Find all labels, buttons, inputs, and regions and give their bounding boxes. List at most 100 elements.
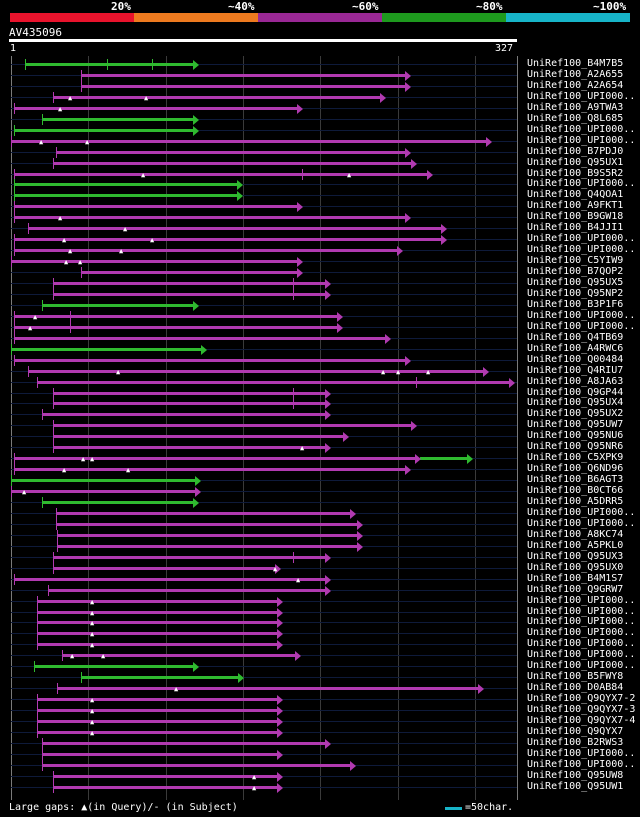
hit-row[interactable]: UniRef100_A2A655 <box>0 69 640 81</box>
hit-name-link[interactable]: UniRef100_Q95UW1 <box>527 781 624 792</box>
hit-row[interactable]: UniRef100_B4M7B5 <box>0 58 640 70</box>
hit-name-link[interactable]: UniRef100_Q95UX0 <box>527 562 624 573</box>
hit-name-link[interactable]: UniRef100_B7QOP2 <box>527 266 624 277</box>
hit-name-link[interactable]: UniRef100_B2RWS3 <box>527 737 624 748</box>
hit-name-link[interactable]: UniRef100_Q4QOA1 <box>527 189 624 200</box>
hit-alignment-bar[interactable] <box>11 348 202 351</box>
hit-name-link[interactable]: UniRef100_Q95UX3 <box>527 551 624 562</box>
hit-alignment-bar[interactable] <box>37 381 510 384</box>
hit-row[interactable]: ▲ ▲ UniRef100_UPI000.. <box>0 91 640 103</box>
hit-name-link[interactable]: UniRef100_Q9QYX7-4 <box>527 715 636 726</box>
hit-name-link[interactable]: UniRef100_C5XPK9 <box>527 452 624 463</box>
hit-alignment-bar[interactable] <box>14 107 298 110</box>
hit-alignment-bar[interactable] <box>53 402 326 405</box>
hit-alignment-bar[interactable] <box>37 731 278 734</box>
hit-name-link[interactable]: UniRef100_B4M1S7 <box>527 573 624 584</box>
hit-name-link[interactable]: UniRef100_UPI000.. <box>527 135 636 146</box>
hit-row[interactable]: ▲ ▲ UniRef100_C5YIW9 <box>0 255 640 267</box>
hit-row[interactable]: UniRef100_A2A654 <box>0 80 640 92</box>
hit-alignment-bar[interactable] <box>25 63 194 66</box>
hit-row[interactable]: UniRef100_B7PDJ0 <box>0 146 640 158</box>
hit-row[interactable]: UniRef100_A8JA63 <box>0 376 640 388</box>
hit-alignment-bar[interactable] <box>81 271 298 274</box>
hit-name-link[interactable]: UniRef100_A5DRR5 <box>527 496 624 507</box>
hit-row[interactable]: ▲ UniRef100_B0CT66 <box>0 485 640 497</box>
hit-alignment-bar[interactable] <box>37 643 278 646</box>
hit-row[interactable]: UniRef100_Q4TB69 <box>0 332 640 344</box>
hit-name-link[interactable]: UniRef100_Q4TB69 <box>527 332 624 343</box>
hit-row[interactable]: ▲ UniRef100_B4M1S7 <box>0 573 640 585</box>
hit-name-link[interactable]: UniRef100_Q95NP2 <box>527 288 624 299</box>
hit-alignment-bar[interactable] <box>53 96 381 99</box>
hit-row[interactable]: UniRef100_Q95UW7 <box>0 419 640 431</box>
hit-name-link[interactable]: UniRef100_B6AGT3 <box>527 474 624 485</box>
hit-row[interactable]: UniRef100_A4RWC6 <box>0 343 640 355</box>
hit-row[interactable]: ▲ UniRef100_Q95UX0 <box>0 562 640 574</box>
hit-alignment-bar[interactable] <box>14 183 238 186</box>
hit-alignment-bar[interactable] <box>53 775 278 778</box>
hit-name-link[interactable]: UniRef100_B3P1F6 <box>527 299 624 310</box>
hit-row[interactable]: UniRef100_B3P1F6 <box>0 299 640 311</box>
hit-row[interactable]: UniRef100_Q9GRW7 <box>0 584 640 596</box>
hit-name-link[interactable]: UniRef100_Q95UX5 <box>527 277 624 288</box>
hit-row[interactable]: ▲ UniRef100_Q9QYX7 <box>0 726 640 738</box>
hit-name-link[interactable]: UniRef100_Q9QYX7 <box>527 726 624 737</box>
hit-name-link[interactable]: UniRef100_Q8L685 <box>527 113 624 124</box>
hit-name-link[interactable]: UniRef100_A8JA63 <box>527 376 624 387</box>
hit-name-link[interactable]: UniRef100_Q95UX2 <box>527 408 624 419</box>
hit-alignment-bar[interactable] <box>42 501 194 504</box>
hit-row[interactable]: ▲ UniRef100_UPI000.. <box>0 638 640 650</box>
hit-name-link[interactable]: UniRef100_UPI000.. <box>527 178 636 189</box>
hit-row[interactable]: UniRef100_UPI000.. <box>0 518 640 530</box>
hit-alignment-bar[interactable] <box>42 742 326 745</box>
hit-row[interactable]: UniRef100_A5PKL0 <box>0 540 640 552</box>
hit-name-link[interactable]: UniRef100_Q95UX1 <box>527 157 624 168</box>
hit-name-link[interactable]: UniRef100_UPI000.. <box>527 507 636 518</box>
hit-name-link[interactable]: UniRef100_A9FKT1 <box>527 200 624 211</box>
hit-name-link[interactable]: UniRef100_Q95UW8 <box>527 770 624 781</box>
hit-alignment-bar[interactable] <box>57 545 358 548</box>
hit-name-link[interactable]: UniRef100_B7PDJ0 <box>527 146 624 157</box>
hit-row[interactable]: ▲ UniRef100_UPI000.. <box>0 310 640 322</box>
hit-name-link[interactable]: UniRef100_A2A655 <box>527 69 624 80</box>
hit-alignment-bar[interactable] <box>14 457 416 460</box>
hit-row[interactable]: ▲ UniRef100_A9TWA3 <box>0 102 640 114</box>
hit-row[interactable]: UniRef100_Q95NP2 <box>0 288 640 300</box>
hit-name-link[interactable]: UniRef100_UPI000.. <box>527 91 636 102</box>
hit-alignment-bar[interactable] <box>81 74 406 77</box>
hit-name-link[interactable]: UniRef100_UPI000.. <box>527 759 636 770</box>
hit-name-link[interactable]: UniRef100_Q4RIU7 <box>527 365 624 376</box>
hit-name-link[interactable]: UniRef100_Q6ND96 <box>527 463 624 474</box>
hit-alignment-bar[interactable] <box>28 370 484 373</box>
hit-row[interactable]: ▲ UniRef100_UPI000.. <box>0 606 640 618</box>
hit-alignment-bar[interactable] <box>53 435 344 438</box>
hit-name-link[interactable]: UniRef100_Q9QYX7-2 <box>527 693 636 704</box>
hit-alignment-bar[interactable] <box>56 512 351 515</box>
hit-name-link[interactable]: UniRef100_Q9QYX7-3 <box>527 704 636 715</box>
hit-alignment-bar[interactable] <box>14 173 428 176</box>
hit-alignment-bar[interactable] <box>14 194 238 197</box>
hit-alignment-bar[interactable] <box>42 413 326 416</box>
hit-row[interactable]: ▲ UniRef100_Q9QYX7-4 <box>0 715 640 727</box>
hit-alignment-bar[interactable] <box>37 600 278 603</box>
hit-row[interactable]: ▲ UniRef100_D0AB84 <box>0 682 640 694</box>
hit-name-link[interactable]: UniRef100_UPI000.. <box>527 638 636 649</box>
hit-name-link[interactable]: UniRef100_A4RWC6 <box>527 343 624 354</box>
hit-row[interactable]: ▲ UniRef100_Q95UW1 <box>0 781 640 793</box>
hit-row[interactable]: ▲ UniRef100_B9GW18 <box>0 211 640 223</box>
hit-row[interactable]: ▲ UniRef100_B4JJI1 <box>0 222 640 234</box>
hit-alignment-bar[interactable] <box>37 611 278 614</box>
hit-name-link[interactable]: UniRef100_A5PKL0 <box>527 540 624 551</box>
hit-row[interactable]: UniRef100_UPI000.. <box>0 507 640 519</box>
hit-row[interactable]: UniRef100_UPI000.. <box>0 748 640 760</box>
hit-name-link[interactable]: UniRef100_UPI000.. <box>527 244 636 255</box>
hit-alignment-bar[interactable] <box>53 282 326 285</box>
hit-row[interactable]: ▲ ▲ UniRef100_B9S5R2 <box>0 168 640 180</box>
hit-row[interactable]: UniRef100_Q00484 <box>0 354 640 366</box>
hit-alignment-bar[interactable] <box>53 446 326 449</box>
hit-alignment-bar[interactable] <box>53 293 326 296</box>
hit-alignment-bar[interactable] <box>48 589 326 592</box>
hit-alignment-bar-secondary[interactable] <box>420 457 468 460</box>
hit-name-link[interactable]: UniRef100_B9GW18 <box>527 211 624 222</box>
hit-name-link[interactable]: UniRef100_Q95UW7 <box>527 419 624 430</box>
